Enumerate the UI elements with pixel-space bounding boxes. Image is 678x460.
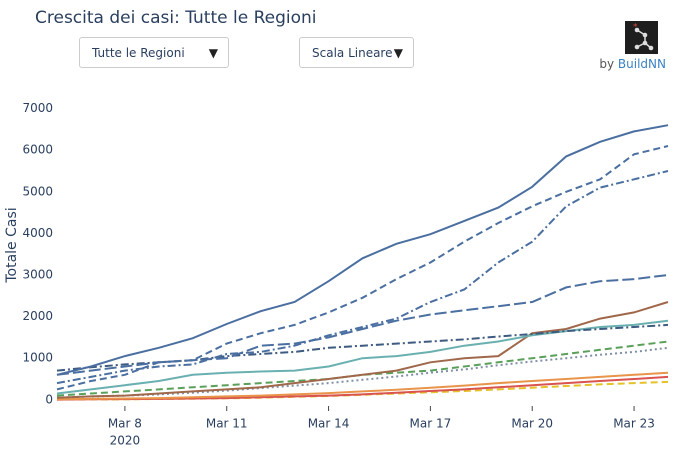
y-axis-label: Totale Casi <box>4 207 20 283</box>
y-tick-label: 2000 <box>22 309 53 323</box>
dropdown-arrow: ▼ <box>393 45 403 60</box>
y-tick-label: 3000 <box>22 267 53 281</box>
x-tick-label: Mar 23 <box>613 417 655 431</box>
page-title: Crescita dei casi: Tutte le Regioni <box>35 8 317 28</box>
dropdown-text: Tutte le Regioni <box>92 45 185 60</box>
x-tick-label: Mar 8 <box>108 417 142 431</box>
dropdown-arrow: ▼ <box>208 45 218 60</box>
y-tick-label: 1000 <box>22 351 53 365</box>
y-tick-label: 5000 <box>22 184 53 198</box>
credit-brand[interactable]: BuildNN <box>617 57 666 71</box>
svg-text:*: * <box>633 23 638 33</box>
series-line <box>56 170 669 385</box>
series-line <box>56 340 669 397</box>
series-line <box>56 301 669 399</box>
series-line <box>56 371 669 401</box>
y-tick-label: 4000 <box>22 226 53 240</box>
credit: by BuildNN <box>599 57 666 71</box>
y-tick-label: 7000 <box>22 101 53 115</box>
credit-by: by <box>599 57 615 71</box>
series-line <box>56 323 669 372</box>
series-line <box>56 145 669 391</box>
dropdown-text: Scala Lineare <box>312 45 393 60</box>
y-tick-label: 6000 <box>22 143 53 157</box>
x-axis-year: 2020 <box>110 434 141 448</box>
region-dropdown[interactable]: Tutte le Regioni ▼ <box>79 37 229 68</box>
logo[interactable]: * <box>625 21 658 54</box>
scale-dropdown[interactable]: Scala Lineare ▼ <box>299 37 414 68</box>
series-line <box>56 319 669 395</box>
x-tick-label: Mar 20 <box>511 417 553 431</box>
x-tick-label: Mar 17 <box>410 417 452 431</box>
x-tick-label: Mar 11 <box>206 417 248 431</box>
series-line <box>56 124 669 376</box>
y-tick-label: 0 <box>45 392 53 406</box>
x-tick-label: Mar 14 <box>308 417 350 431</box>
